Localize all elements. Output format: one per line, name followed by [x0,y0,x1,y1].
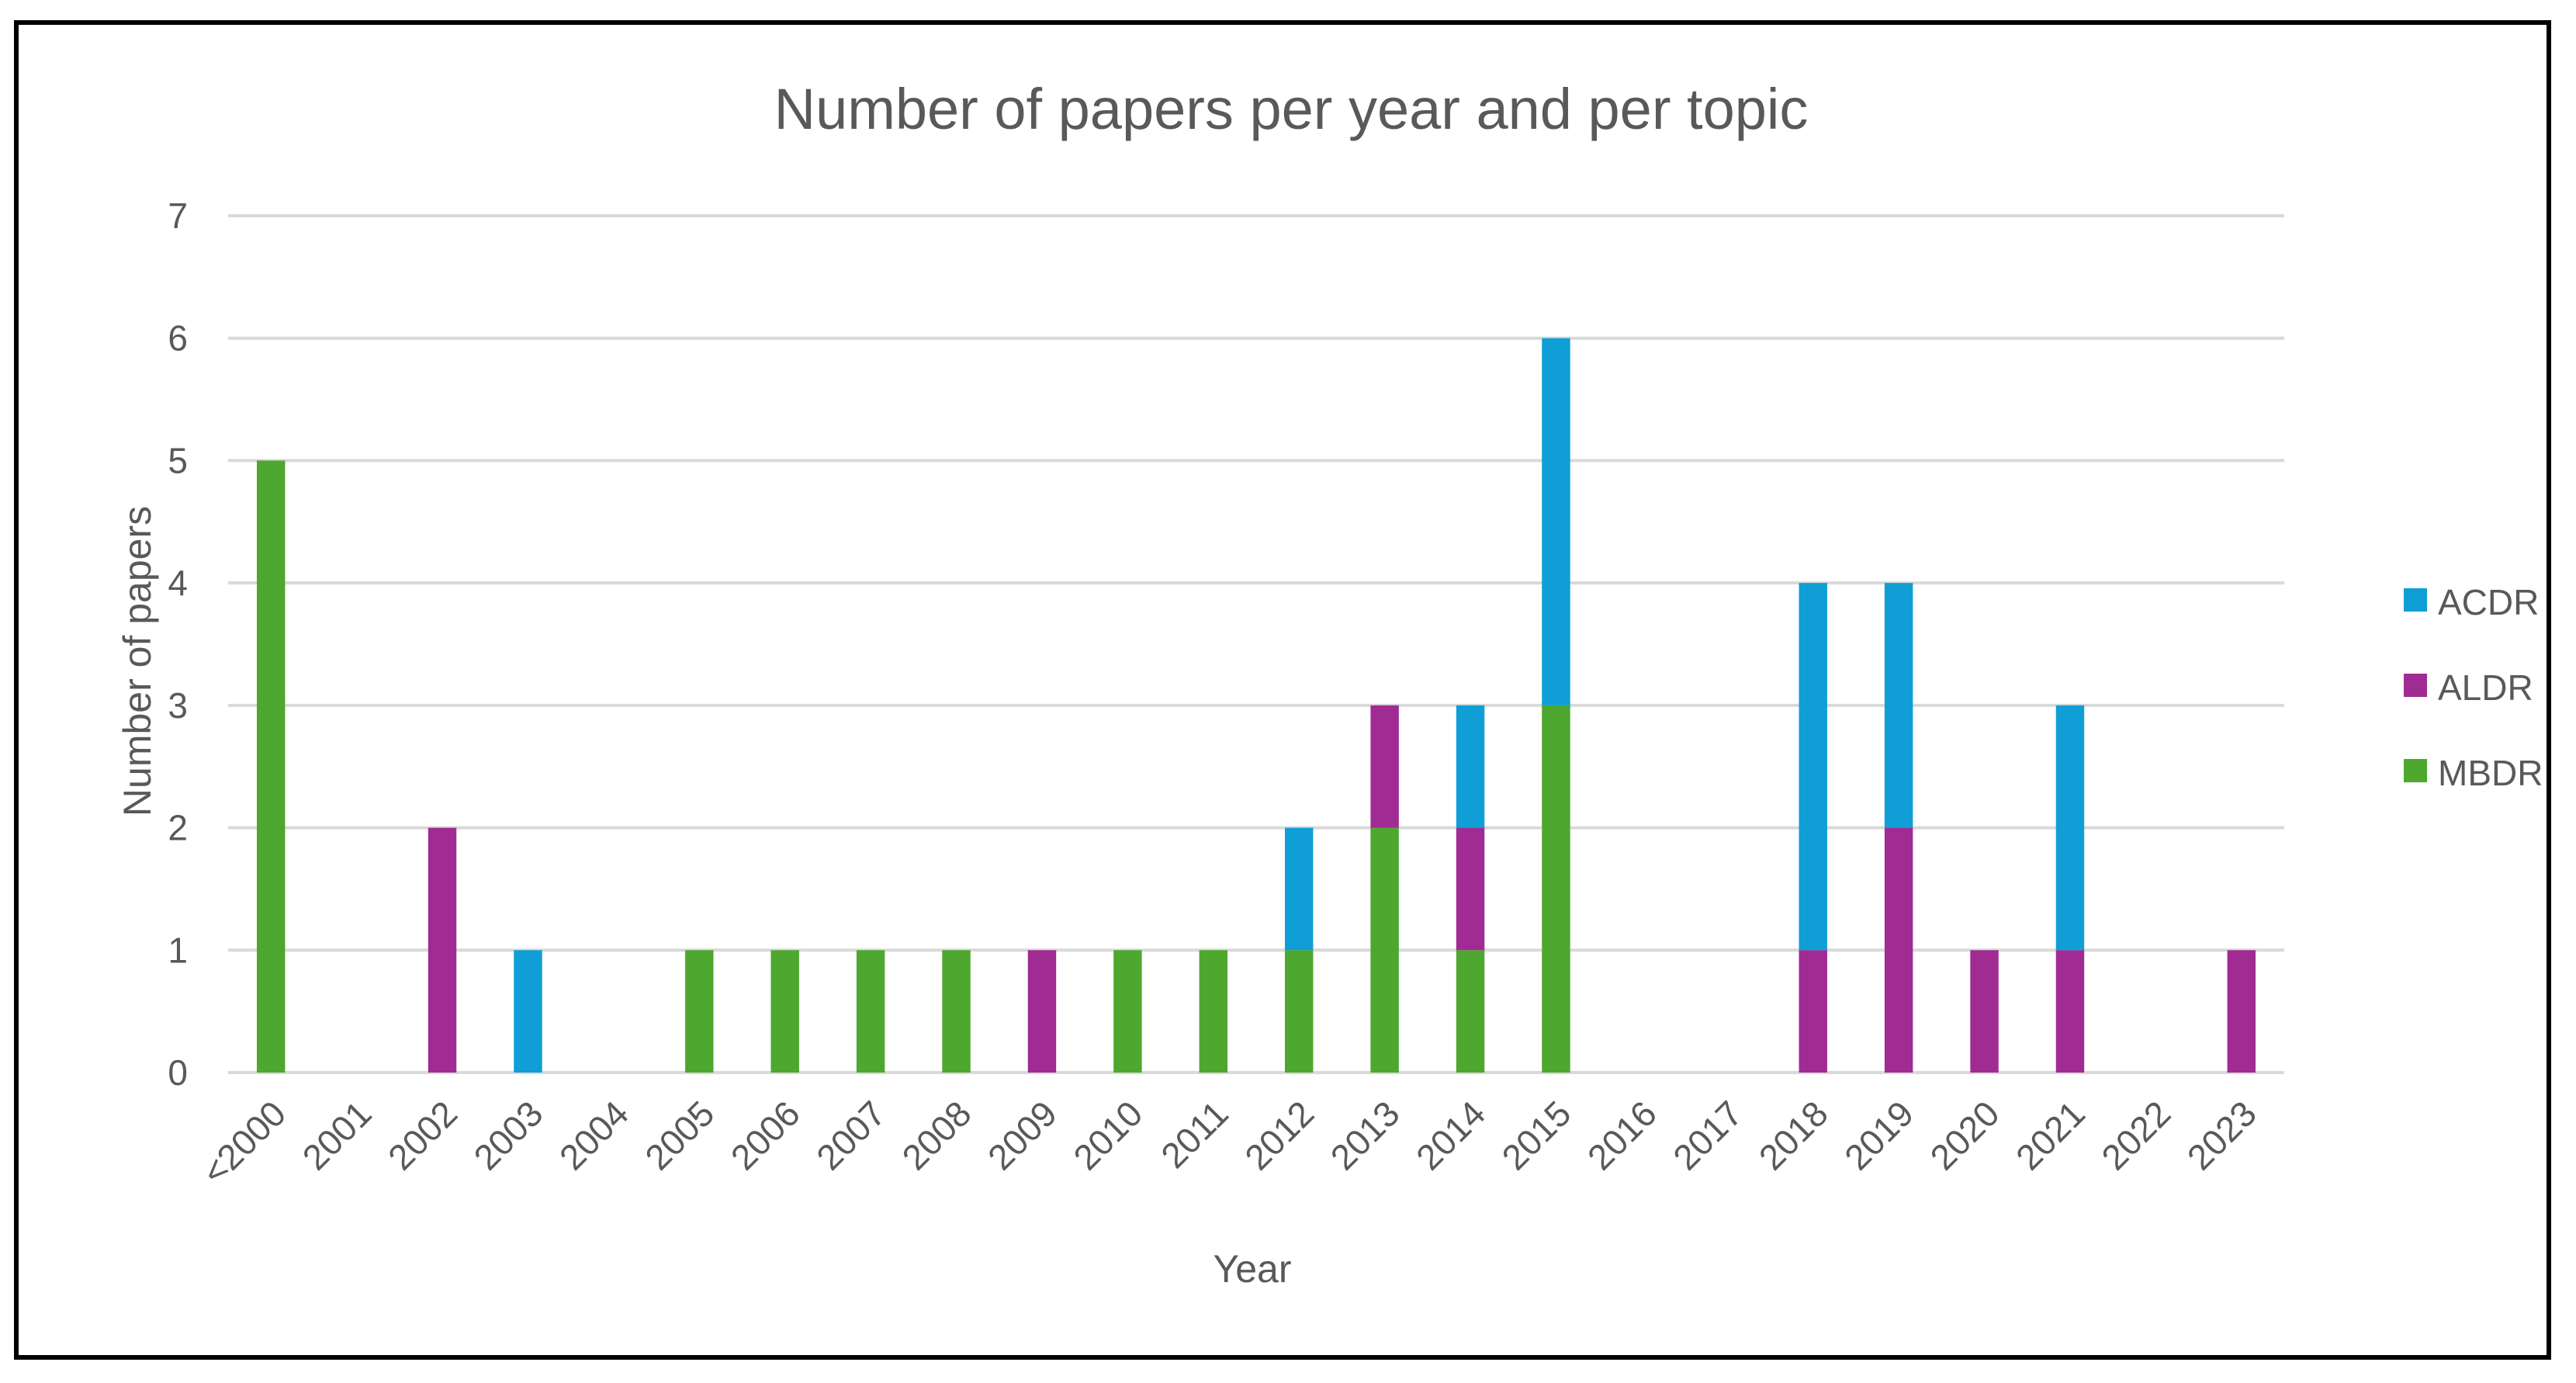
bar-aldr [2055,950,2085,1073]
x-tick-label: 2010 [1065,1093,1150,1177]
bar-mbdr [942,950,971,1073]
x-tick-label: 2016 [1580,1093,1664,1177]
x-axis-ticks: <2000 2001 2002 2003 2004 2005 2006 2007 2008 200… [194,1093,2264,1192]
bar-mbdr [1456,950,1485,1073]
y-tick-label: 2 [168,808,188,848]
x-tick-label: 2005 [637,1093,722,1177]
x-tick-label: 2013 [1323,1093,1407,1177]
legend-swatch-mbdr [2404,759,2427,782]
gridlines [228,214,2284,1074]
x-tick-label: 2002 [380,1093,465,1177]
x-axis-label: Year [1213,1247,1291,1291]
chart-frame: Number of papers per year and per topic … [14,20,2551,1360]
x-tick-label: <2000 [194,1093,293,1192]
x-tick-label: 2018 [1751,1093,1836,1177]
x-tick-label: 2020 [1922,1093,2006,1177]
bar-mbdr [256,460,286,1073]
legend-label-mbdr: MBDR [2438,753,2543,793]
x-tick-label: 2014 [1408,1093,1493,1177]
x-tick-label: 2001 [295,1093,379,1177]
bar-mbdr [1370,827,1399,1073]
bars [256,338,2256,1073]
bar-aldr [1027,950,1057,1073]
x-tick-label: 2012 [1237,1093,1321,1177]
x-tick-label: 2003 [466,1093,550,1177]
bar-mbdr [1199,950,1228,1073]
x-tick-label: 2021 [2008,1093,2093,1177]
bar-aldr [1370,705,1399,828]
x-tick-label: 2023 [2180,1093,2264,1177]
bar-aldr [1456,827,1485,951]
x-tick-label: 2022 [2093,1093,2178,1177]
legend: ACDR ALDR MBDR [2404,582,2543,793]
bar-mbdr [1113,950,1142,1073]
x-tick-label: 2017 [1665,1093,1750,1177]
y-axis-label: Number of papers [116,506,159,816]
x-tick-label: 2011 [1153,1093,1236,1176]
y-tick-label: 5 [168,440,188,480]
bar-aldr [1799,950,1827,1073]
bar-aldr [2227,950,2256,1073]
x-tick-label: 2009 [980,1093,1065,1177]
y-tick-label: 0 [168,1052,188,1093]
chart-title: Number of papers per year and per topic [774,77,1809,141]
bar-acdr [1799,583,1827,951]
bar-mbdr [1542,705,1570,1073]
bar-mbdr [856,950,885,1073]
legend-swatch-aldr [2404,674,2427,697]
bar-acdr [2055,705,2085,951]
y-tick-label: 7 [168,196,188,236]
bar-aldr [1970,950,1999,1073]
bar-mbdr [1284,950,1314,1073]
y-tick-label: 6 [168,318,188,359]
y-tick-label: 1 [168,930,188,970]
bar-acdr [1284,827,1314,951]
x-tick-label: 2004 [552,1093,636,1177]
x-tick-label: 2015 [1494,1093,1578,1177]
bar-acdr [514,950,542,1073]
bar-acdr [1456,705,1485,828]
x-tick-label: 2019 [1837,1093,1921,1177]
bar-mbdr [770,950,799,1073]
chart: Number of papers per year and per topic … [116,77,2543,1291]
bar-acdr [1884,583,1913,828]
bar-acdr [1542,338,1570,705]
bar-aldr [428,827,457,1073]
legend-swatch-acdr [2404,588,2427,612]
x-tick-label: 2006 [723,1093,808,1177]
y-axis-ticks: 0 1 2 3 4 5 6 7 [168,196,188,1093]
y-tick-label: 4 [168,563,188,603]
x-tick-label: 2008 [894,1093,978,1177]
y-tick-label: 3 [168,685,188,726]
bar-mbdr [685,950,714,1073]
legend-label-acdr: ACDR [2438,582,2539,622]
bar-aldr [1884,827,1913,1073]
x-tick-label: 2007 [808,1093,893,1177]
legend-label-aldr: ALDR [2438,667,2533,708]
